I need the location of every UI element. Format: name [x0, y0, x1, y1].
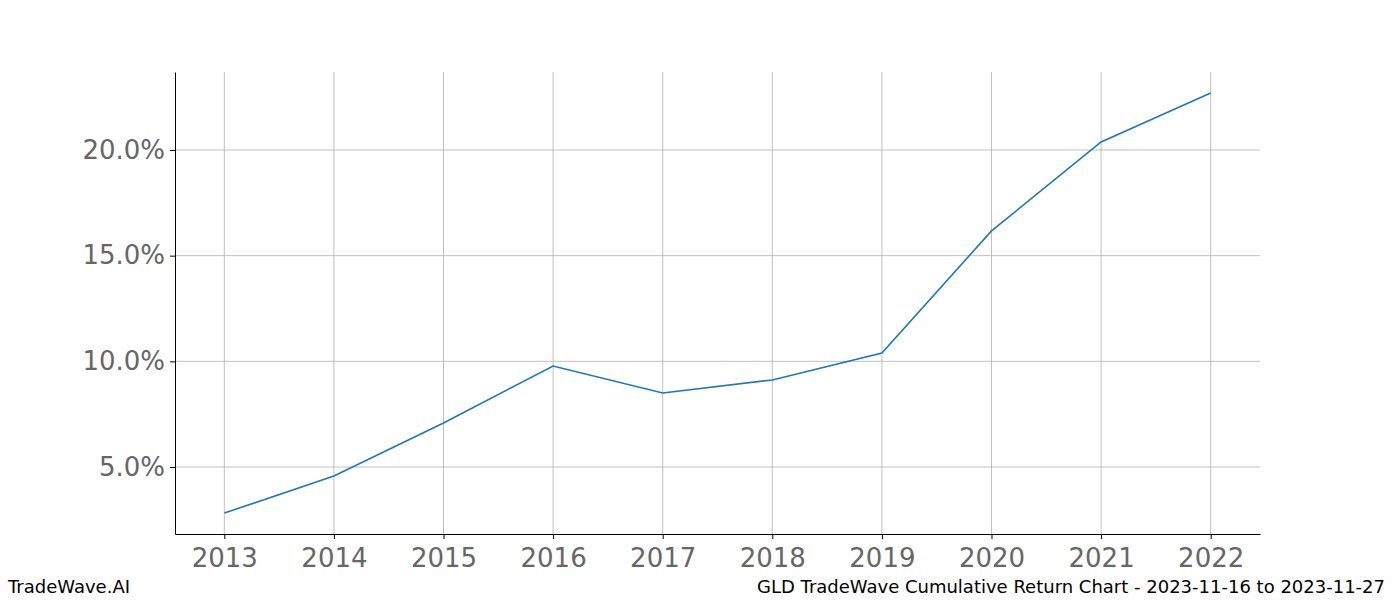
tick: 2016 — [521, 534, 587, 573]
tick-label: 2013 — [192, 543, 258, 573]
y-axis: 5.0% 10.0% 15.0% 20.0% — [82, 73, 175, 535]
tick-label: 20.0% — [82, 135, 165, 165]
grid-line-y — [175, 255, 1260, 256]
tick-mark — [224, 534, 225, 539]
chart: 2013 2014 2015 2016 2017 2018 2019 2020 2021 2022… — [0, 0, 1400, 600]
grid-line-x — [443, 72, 444, 534]
axis-line — [176, 534, 1261, 535]
tick-label: 2019 — [849, 543, 915, 573]
tick: 2013 — [192, 534, 258, 573]
tick-mark — [772, 534, 773, 539]
tick-label: 2017 — [630, 543, 696, 573]
tick: 5.0% — [99, 452, 175, 482]
grid-line-x — [662, 72, 663, 534]
series — [224, 93, 1210, 513]
tick-mark — [334, 534, 335, 539]
tick-label: 5.0% — [99, 452, 165, 482]
tick: 2018 — [740, 534, 806, 573]
tick-mark — [170, 256, 175, 257]
tick: 20.0% — [82, 135, 175, 165]
tick-mark — [170, 361, 175, 362]
tick: 2022 — [1178, 534, 1244, 573]
tick-mark — [170, 150, 175, 151]
plot: 2013 2014 2015 2016 2017 2018 2019 2020 2021 2022… — [82, 72, 1260, 573]
title: GLD TradeWave Cumulative Return Chart - … — [757, 576, 1385, 597]
tick-label: 2018 — [740, 543, 806, 573]
tick-label: 2020 — [959, 543, 1025, 573]
tick: 2020 — [959, 534, 1025, 573]
grid-line-x — [991, 72, 992, 534]
tick: 2014 — [301, 534, 367, 573]
grid — [175, 72, 1260, 534]
axis-line — [175, 73, 176, 535]
tick-label: 2015 — [411, 543, 477, 573]
tick: 2015 — [411, 534, 477, 573]
tick-mark — [553, 534, 554, 539]
tick-mark — [991, 534, 992, 539]
tick: 2019 — [849, 534, 915, 573]
grid-line-y — [175, 361, 1260, 362]
grid-line-x — [881, 72, 882, 534]
tick-mark — [1211, 534, 1212, 539]
tick-label: 2014 — [301, 543, 367, 573]
tick-mark — [882, 534, 883, 539]
tick-label: 2022 — [1178, 543, 1244, 573]
tick-label: 10.0% — [82, 346, 165, 376]
grid-line-x — [1210, 72, 1211, 534]
tick: 15.0% — [82, 240, 175, 270]
tick-label: 15.0% — [82, 240, 165, 270]
tick: 2017 — [630, 534, 696, 573]
tick-label: 2021 — [1069, 543, 1135, 573]
annotation: TradeWave.AI — [7, 576, 130, 597]
grid-line-y — [175, 149, 1260, 150]
grid-line-x — [553, 72, 554, 534]
tick-mark — [170, 467, 175, 468]
tick-mark — [444, 534, 445, 539]
grid-line-x — [224, 72, 225, 534]
grid-line-x — [772, 72, 773, 534]
tick: 10.0% — [82, 346, 175, 376]
tick-mark — [1101, 534, 1102, 539]
tick-label: 2016 — [521, 543, 587, 573]
tick-mark — [663, 534, 664, 539]
tick: 2021 — [1069, 534, 1135, 573]
x-axis: 2013 2014 2015 2016 2017 2018 2019 2020 2021 2022 — [176, 534, 1261, 573]
line — [224, 93, 1210, 513]
grid-line-y — [175, 467, 1260, 468]
grid-line-x — [333, 72, 334, 534]
